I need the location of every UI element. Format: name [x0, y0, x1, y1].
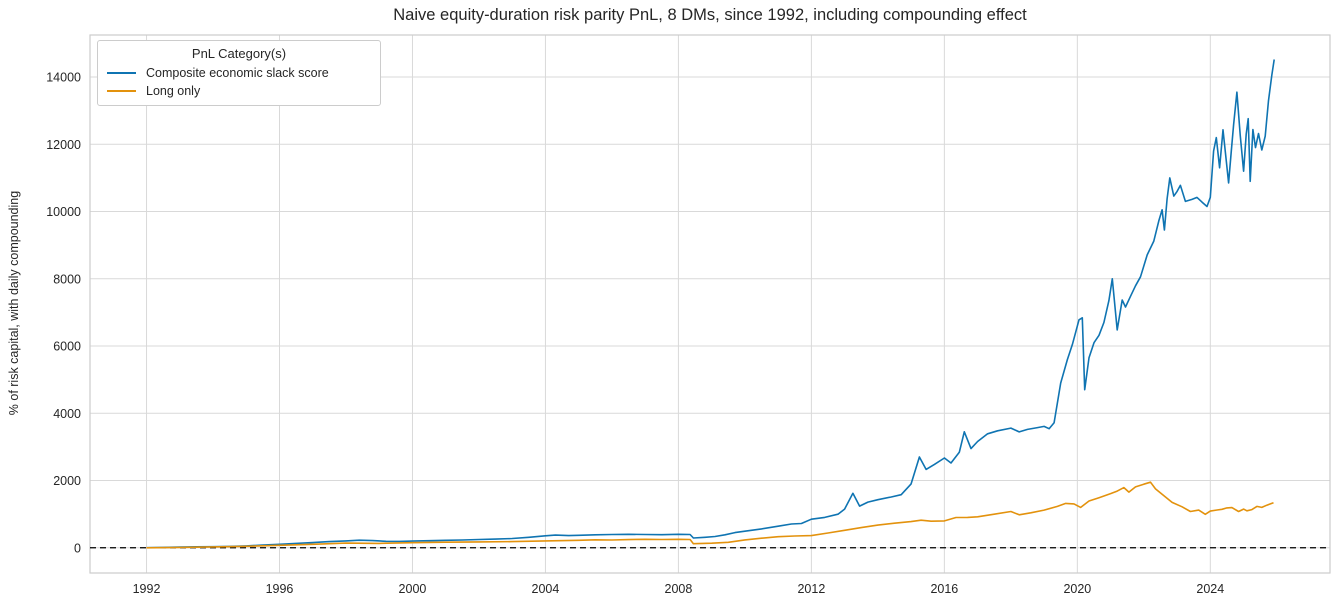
plot-border — [89, 34, 1331, 574]
x-tick-label: 2020 — [1063, 582, 1091, 596]
legend-item-composite: Composite economic slack score — [107, 66, 371, 80]
legend-item-long-only: Long only — [107, 84, 371, 98]
y-tick-label: 14000 — [46, 71, 81, 85]
y-tick-label: 6000 — [53, 340, 81, 354]
chart-title: Naive equity-duration risk parity PnL, 8… — [393, 6, 1027, 24]
blue-line-swatch — [107, 72, 136, 74]
legend: PnL Category(s) Composite economic slack… — [97, 40, 381, 106]
y-tick-label: 8000 — [53, 272, 81, 286]
y-tick-label: 10000 — [46, 205, 81, 219]
x-tick-label: 2024 — [1196, 582, 1224, 596]
legend-label-composite: Composite economic slack score — [146, 66, 329, 80]
legend-title: PnL Category(s) — [191, 46, 287, 61]
x-tick-label: 2000 — [399, 582, 427, 596]
x-tick-label: 2008 — [665, 582, 693, 596]
series-line-composite — [146, 59, 1275, 549]
y-tick-label: 12000 — [46, 138, 81, 152]
series-line-long-only — [146, 481, 1274, 549]
y-tick-label: 4000 — [53, 407, 81, 421]
orange-line-swatch — [107, 90, 136, 92]
x-tick-label: 2004 — [532, 582, 560, 596]
x-tick-label: 1992 — [133, 582, 161, 596]
legend-label-long-only: Long only — [146, 84, 201, 98]
x-tick-label: 2016 — [930, 582, 958, 596]
y-tick-label: 0 — [74, 541, 81, 555]
x-tick-label: 1996 — [266, 582, 294, 596]
y-tick-label: 2000 — [53, 474, 81, 488]
x-tick-label: 2012 — [797, 582, 825, 596]
